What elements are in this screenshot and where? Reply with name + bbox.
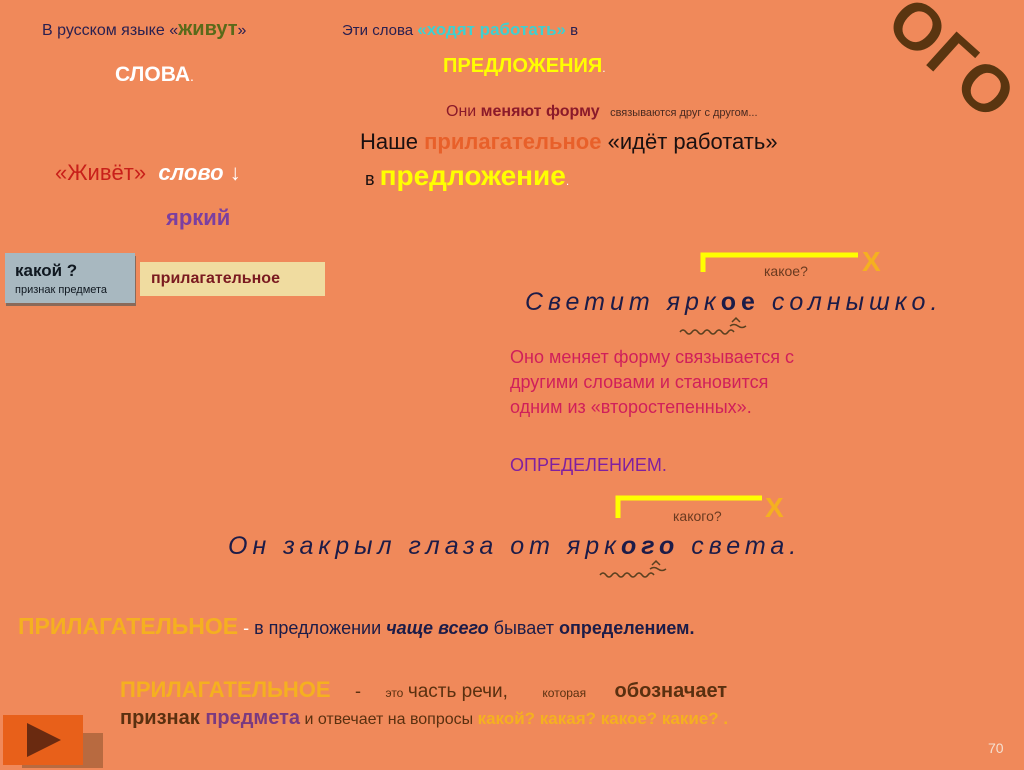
sentences-title: ПРЕДЛОЖЕНИЯ. [443, 55, 606, 77]
into-sentence: в предложение. [365, 160, 570, 191]
intro-line: В русском языке «живут» [42, 18, 247, 40]
arrow-down-icon: ↓ [229, 160, 241, 185]
play-icon [27, 723, 61, 757]
they-change-form: Они меняют форму связываются друг с друг… [446, 103, 758, 120]
our-adjective-line: Наше прилагательное «идёт работать» [360, 129, 778, 154]
answer-box: прилагательное [140, 262, 325, 296]
question-box: какой ? признак предмета [5, 253, 135, 303]
x-mark-1: X [862, 246, 881, 277]
rule-2-line-2: признак предмета и отвечает на вопросы к… [120, 707, 729, 729]
rule-1: ПРИЛАГАТЕЛЬНОЕ - в предложении чаще всег… [18, 613, 695, 639]
explanation: Оно меняет форму связывается с другими с… [510, 347, 794, 417]
word-lives: «Живёт» слово ↓ [55, 160, 241, 185]
example-bright: яркий [166, 205, 231, 230]
sentence-1: Светит яркое солнышко. [525, 288, 943, 316]
work-line: Эти слова «ходят работать» в [342, 20, 579, 39]
sentence-2: Он закрыл глаза от яркого света. [228, 532, 802, 560]
page-number: 70 [988, 740, 1004, 756]
rule-2-line-1: ПРИЛАГАТЕЛЬНОЕ - это часть речи, которая… [120, 677, 728, 702]
question-arrow-1 [700, 252, 858, 272]
overlay-small: связываются друг с другом... [610, 107, 758, 119]
wavy-underline-1 [679, 316, 747, 335]
explanation-result: ОПРЕДЕЛЕНИЕМ. [510, 455, 667, 475]
x-mark-2: X [765, 492, 784, 523]
play-button[interactable] [3, 715, 83, 765]
words-title: СЛОВА. [115, 63, 194, 86]
question-1: какое? [764, 263, 808, 279]
wavy-underline-2 [599, 559, 667, 578]
question-2: какого? [673, 508, 722, 524]
question-arrow-2 [615, 495, 762, 518]
emph-live: живут [178, 18, 238, 40]
